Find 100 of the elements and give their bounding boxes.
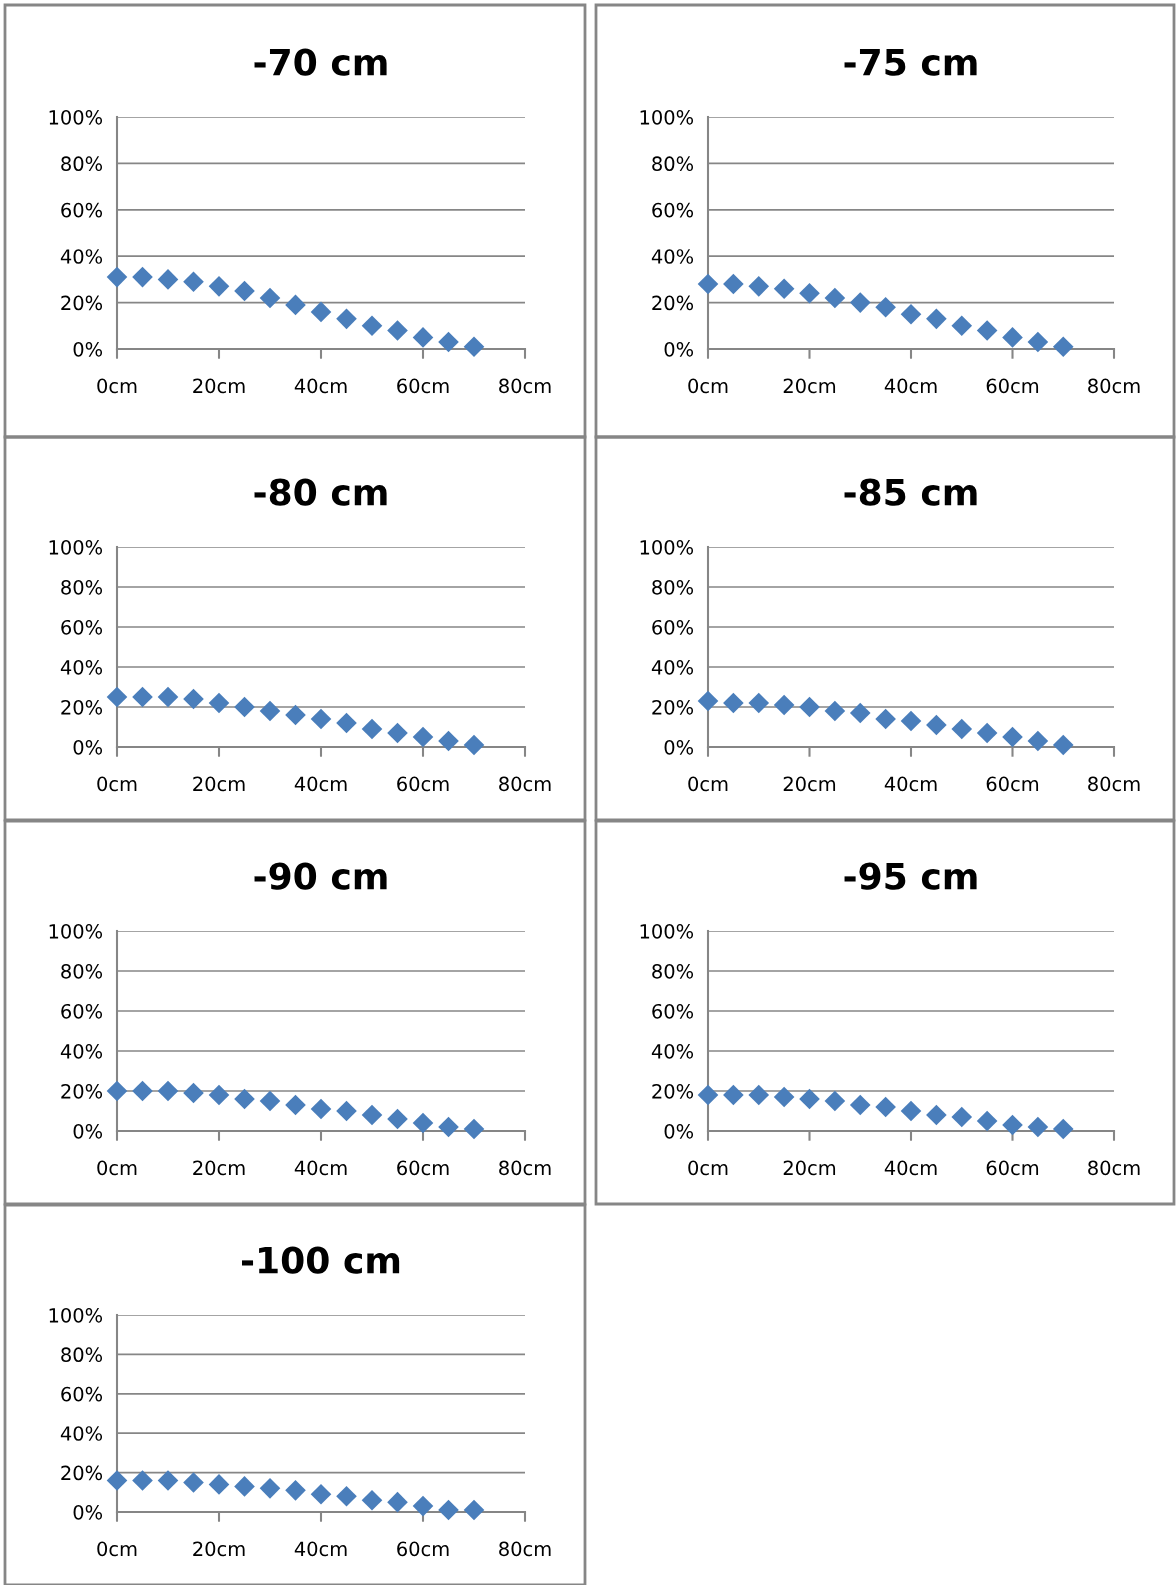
x-tick-label: 20cm [193, 1160, 245, 1176]
point [106, 1470, 128, 1491]
point [697, 1084, 719, 1106]
y-tick-label: 60% [61, 1003, 103, 1019]
point [234, 1088, 255, 1110]
x-tick-label: 20cm [783, 776, 836, 792]
point [183, 688, 204, 710]
x-tick-label: 40cm [884, 776, 937, 792]
point [900, 303, 922, 325]
x-tick-label: 40cm [294, 1160, 347, 1176]
x-tick-label: 60cm [986, 776, 1039, 792]
point [157, 1080, 179, 1102]
chart-title: -80 cm [254, 478, 387, 506]
point [951, 1106, 973, 1128]
point [926, 308, 947, 330]
point [900, 1100, 922, 1122]
x-tick-label: 20cm [193, 1541, 245, 1557]
point [773, 1086, 795, 1108]
x-tick-label: 60cm [397, 1541, 449, 1557]
point [310, 301, 332, 323]
point [976, 320, 998, 341]
y-tick-label: 100% [640, 923, 694, 939]
chart-title: -100 cm [241, 1246, 400, 1274]
x-tick-label: 20cm [193, 776, 245, 792]
point [234, 280, 255, 302]
point [875, 708, 896, 730]
x-tick-label: 80cm [499, 776, 551, 792]
y-tick-label: 40% [60, 659, 103, 675]
point [723, 273, 744, 295]
point [926, 714, 947, 736]
point [900, 710, 922, 732]
point [951, 718, 973, 740]
point [875, 296, 896, 318]
x-tick-label: 80cm [1088, 1160, 1140, 1176]
point [1052, 336, 1074, 357]
point [106, 1080, 128, 1102]
y-tick-label: 60% [61, 619, 103, 635]
y-tick-label: 0% [664, 341, 694, 357]
point [234, 1476, 255, 1497]
y-tick-label: 0% [664, 739, 694, 755]
y-tick-label: 100% [640, 109, 694, 125]
y-tick-label: 100% [49, 539, 103, 555]
point [132, 266, 153, 288]
y-tick-label: 80% [652, 579, 694, 595]
y-tick-label: 0% [73, 1504, 103, 1520]
y-tick-label: 100% [49, 923, 103, 939]
point [157, 686, 179, 708]
point [208, 1084, 230, 1106]
point [132, 1080, 153, 1102]
x-tick-label: 0cm [688, 1160, 728, 1176]
x-tick-label: 20cm [193, 378, 245, 394]
x-tick-label: 80cm [1088, 378, 1140, 394]
y-tick-label: 40% [60, 249, 103, 264]
point [976, 722, 998, 744]
x-tick-label: 60cm [397, 378, 449, 394]
point [208, 276, 230, 297]
point [387, 320, 408, 341]
point [259, 1478, 281, 1499]
y-tick-label: 20% [652, 699, 694, 715]
point [824, 287, 846, 309]
point [824, 1090, 846, 1112]
point [1027, 1116, 1049, 1138]
point [748, 1084, 770, 1106]
x-tick-label: 60cm [397, 776, 449, 792]
point [723, 1084, 744, 1106]
point [208, 1474, 230, 1495]
x-tick-label: 40cm [884, 1160, 937, 1176]
point [438, 1499, 459, 1521]
x-tick-label: 0cm [97, 1160, 137, 1176]
point [799, 283, 820, 304]
point [157, 269, 179, 290]
x-tick-label: 80cm [499, 1541, 551, 1557]
point [336, 308, 357, 330]
y-tick-label: 0% [73, 739, 103, 755]
y-tick-label: 80% [61, 156, 103, 172]
point [976, 1110, 998, 1132]
point [336, 1485, 357, 1507]
point [285, 1094, 306, 1116]
point [285, 294, 306, 316]
point [285, 704, 306, 726]
point [106, 266, 128, 288]
y-tick-label: 20% [652, 295, 694, 311]
y-tick-label: 60% [61, 202, 103, 218]
point [310, 1483, 332, 1505]
point [387, 722, 408, 744]
point [259, 1090, 281, 1112]
point [132, 686, 153, 708]
point [799, 1088, 820, 1110]
point [336, 1100, 357, 1122]
y-tick-label: 80% [61, 963, 103, 979]
point [875, 1096, 896, 1118]
point [106, 686, 128, 708]
point [259, 700, 281, 722]
point [697, 273, 719, 295]
point [361, 718, 383, 740]
y-tick-label: 60% [652, 1003, 694, 1019]
point [463, 336, 485, 357]
x-tick-label: 60cm [986, 378, 1039, 394]
x-tick-label: 40cm [294, 1541, 347, 1557]
x-tick-label: 40cm [294, 378, 347, 394]
